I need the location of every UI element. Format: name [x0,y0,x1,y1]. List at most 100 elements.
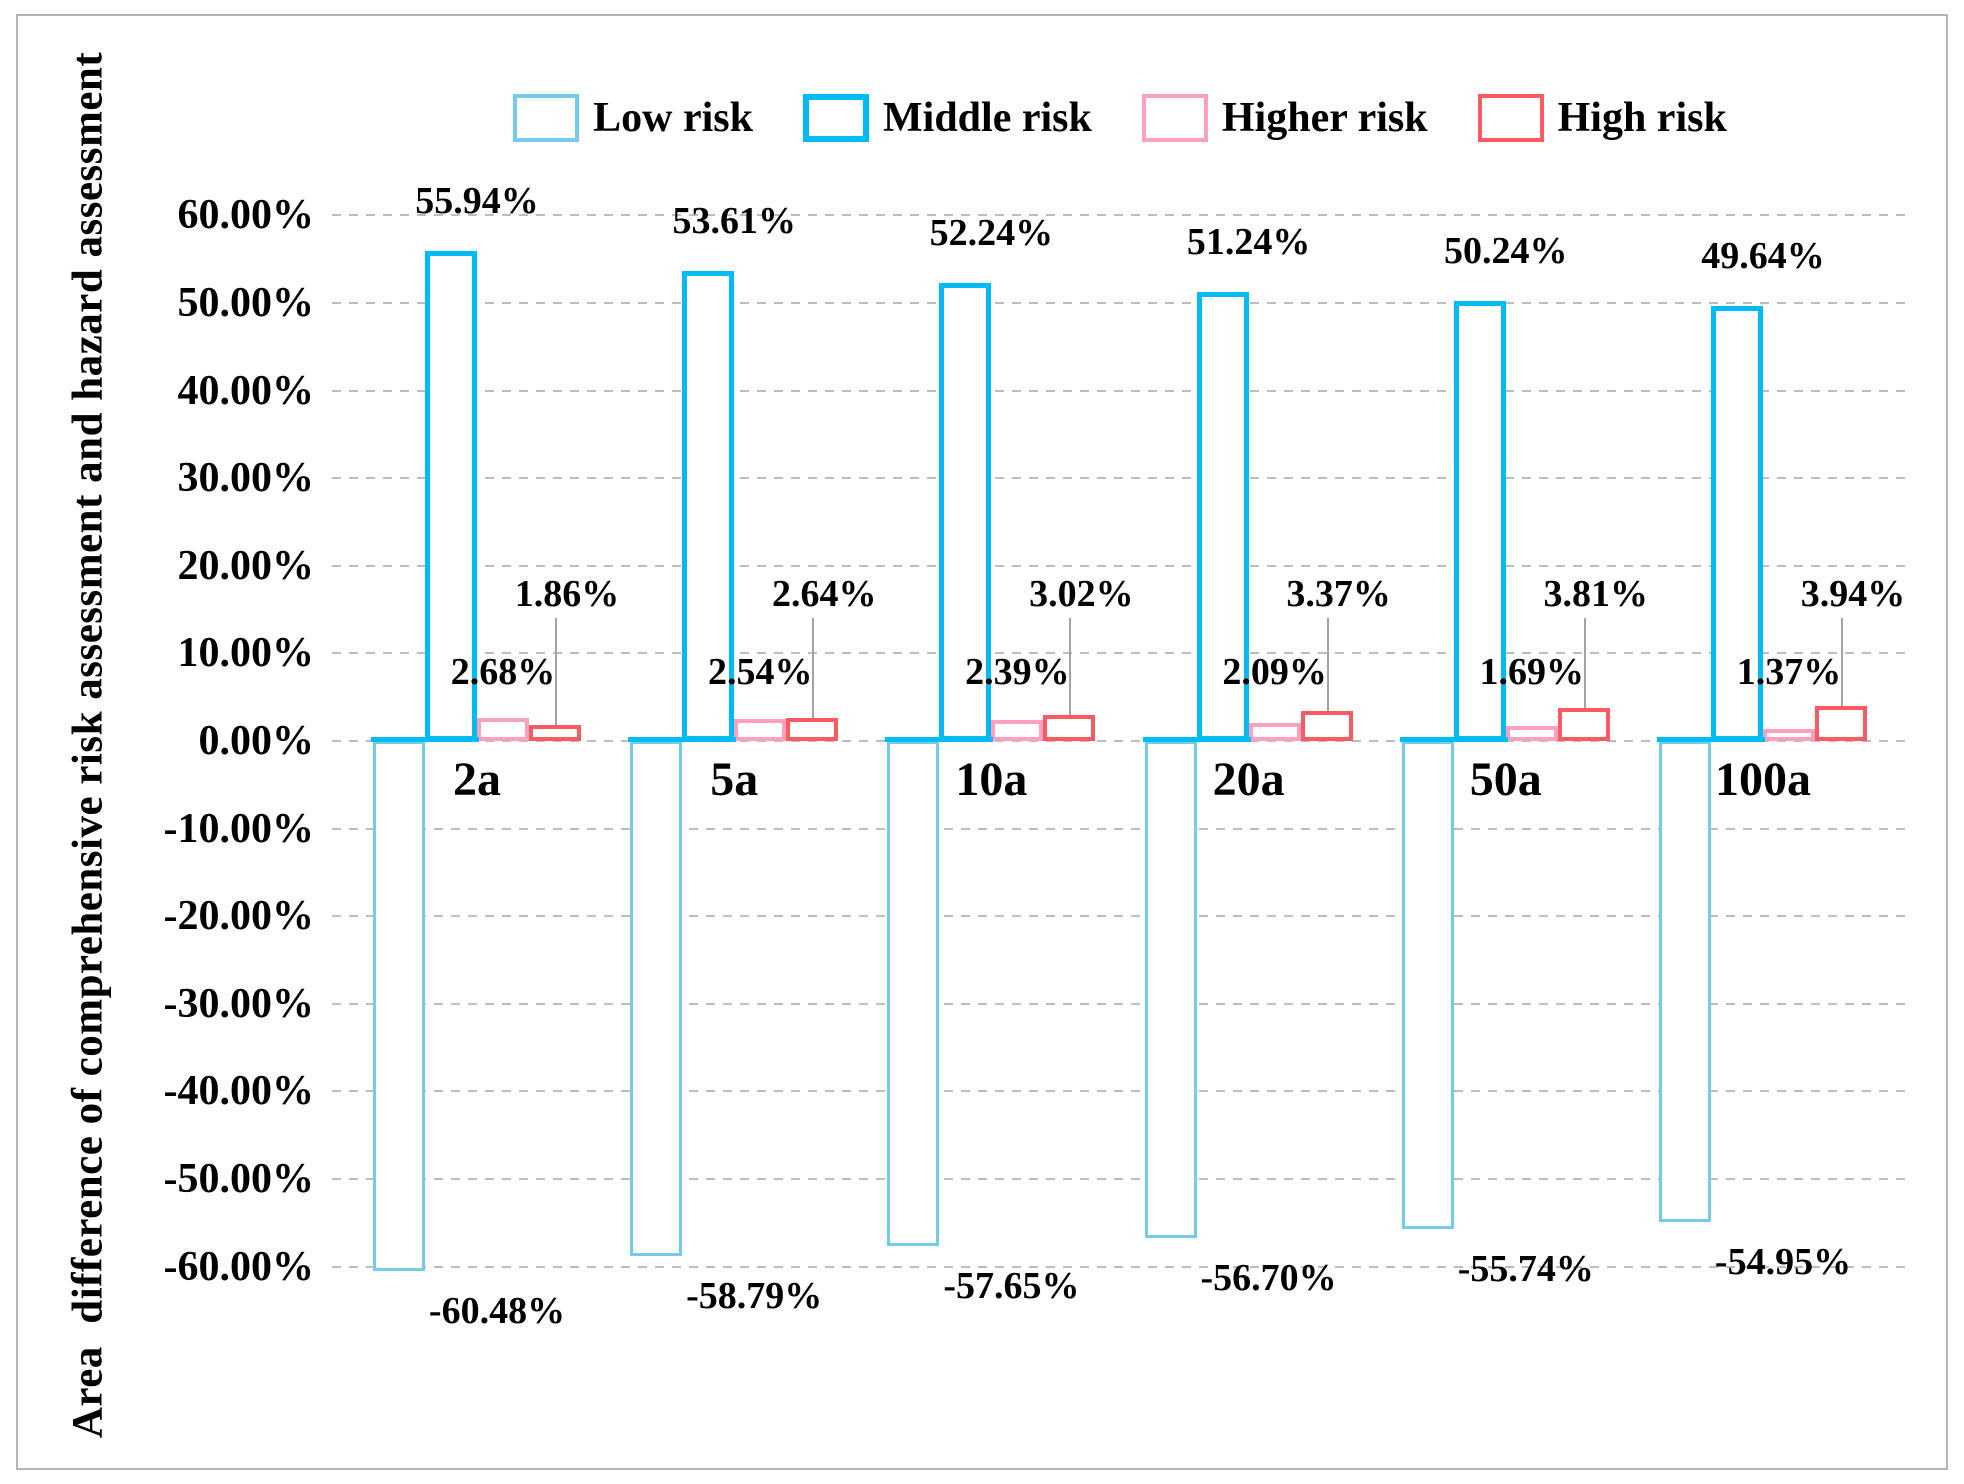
gridline [332,302,1908,304]
bar-high-risk-10a [1043,714,1096,741]
y-tick-label: 50.00% [177,280,315,326]
gridline [332,652,1908,655]
label-middle-risk-20a: 51.24% [1186,221,1311,264]
label-middle-risk-50a: 50.24% [1444,229,1568,272]
legend-item-low-risk: Low risk [513,94,753,142]
bar-middle-risk-20a [1196,292,1249,741]
gridline [332,1178,1908,1180]
bar-low-risk-100a [1659,741,1711,1223]
leader-line-high-risk-50a [1583,618,1586,708]
legend-swatch-middle-risk [803,94,870,142]
gridline [332,477,1908,480]
label-high-risk-100a: 3.94% [1800,573,1906,615]
label-middle-risk-5a: 53.61% [672,200,796,243]
label-higher-risk-5a: 2.54% [707,651,813,693]
label-middle-risk-2a: 55.94% [415,179,539,222]
gridline [332,214,1908,217]
legend-swatch-low-risk [513,94,580,142]
bar-middle-risk-5a [682,271,735,741]
bar-higher-risk-2a [477,717,529,741]
label-middle-risk-10a: 52.24% [929,212,1054,255]
legend-swatch-high-risk [1477,94,1544,142]
category-label-20a: 20a [1212,753,1285,806]
y-tick-label: -10.00% [163,805,315,852]
legend-item-higher-risk: Higher risk [1141,94,1428,142]
label-low-risk-100a: -54.95% [1714,1241,1852,1284]
bar-higher-risk-5a [734,718,787,741]
legend-item-middle-risk: Middle risk [803,94,1092,142]
bar-higher-risk-10a [991,720,1044,741]
zero-axis-segment [1657,737,1765,742]
zero-axis-segment [1142,737,1251,742]
leader-line-high-risk-10a [1069,618,1072,715]
label-low-risk-10a: -57.65% [943,1265,1080,1307]
y-tick-label: -40.00% [163,1068,315,1115]
bar-low-risk-10a [887,741,940,1246]
bar-middle-risk-100a [1711,306,1763,741]
label-low-risk-5a: -58.79% [686,1275,823,1317]
y-tick-label: -30.00% [163,980,315,1027]
bar-middle-risk-10a [939,283,992,741]
leader-line-high-risk-2a [555,618,557,725]
bar-middle-risk-50a [1453,300,1506,741]
category-label-10a: 10a [955,753,1028,806]
bar-middle-risk-2a [425,250,477,741]
bar-higher-risk-20a [1248,722,1301,741]
y-tick-label: 0.00% [198,718,315,764]
gridline [332,827,1908,830]
legend-label: Higher risk [1221,95,1428,141]
gridline [332,1265,1908,1268]
y-tick-label: -60.00% [163,1243,315,1290]
y-tick-label: 40.00% [177,367,315,414]
gridline [332,564,1908,567]
category-label-100a: 100a [1715,753,1811,806]
bar-high-risk-20a [1300,711,1353,741]
y-tick-label: 30.00% [177,455,315,502]
bar-higher-risk-50a [1505,726,1558,741]
legend-label: Low risk [593,95,754,141]
bar-low-risk-50a [1401,741,1454,1230]
bar-high-risk-2a [529,724,581,741]
label-higher-risk-10a: 2.39% [965,651,1070,693]
legend-swatch-higher-risk [1141,94,1208,142]
zero-axis-segment [1399,737,1508,742]
bar-high-risk-50a [1557,707,1610,741]
chart-frame [16,14,1948,1470]
gridline [332,915,1908,918]
label-high-risk-2a: 1.86% [514,573,620,615]
label-higher-risk-100a: 1.37% [1736,651,1842,693]
y-tick-label: -50.00% [163,1156,315,1202]
gridline [332,1090,1908,1093]
y-tick-label: 10.00% [177,630,315,677]
label-high-risk-20a: 3.37% [1286,573,1391,615]
label-low-risk-2a: -60.48% [428,1289,566,1332]
leader-line-high-risk-20a [1326,618,1329,712]
gridline [332,740,1908,742]
label-low-risk-20a: -56.70% [1200,1256,1337,1299]
y-tick-label: 20.00% [177,542,315,589]
bar-higher-risk-100a [1763,728,1815,741]
category-label-2a: 2a [453,753,501,806]
label-higher-risk-20a: 2.09% [1222,651,1327,693]
gridline [332,389,1908,392]
zero-axis-segment [371,737,479,742]
leader-line-high-risk-5a [812,618,815,718]
label-high-risk-50a: 3.81% [1543,573,1649,615]
bar-low-risk-2a [373,741,425,1271]
leader-line-high-risk-100a [1841,618,1843,707]
bar-low-risk-20a [1144,741,1197,1238]
legend-item-high-risk: High risk [1477,94,1727,142]
zero-axis-segment [885,737,994,742]
zero-axis-segment [628,737,737,742]
label-high-risk-5a: 2.64% [771,573,877,615]
y-tick-label: -20.00% [163,893,315,940]
bar-low-risk-5a [630,741,683,1256]
label-low-risk-50a: -55.74% [1457,1248,1594,1291]
category-label-50a: 50a [1469,753,1542,806]
gridline [332,1002,1908,1005]
legend-label: Middle risk [883,95,1092,141]
legend-label: High risk [1557,95,1727,141]
label-middle-risk-100a: 49.64% [1701,235,1825,278]
bar-high-risk-100a [1815,706,1867,741]
